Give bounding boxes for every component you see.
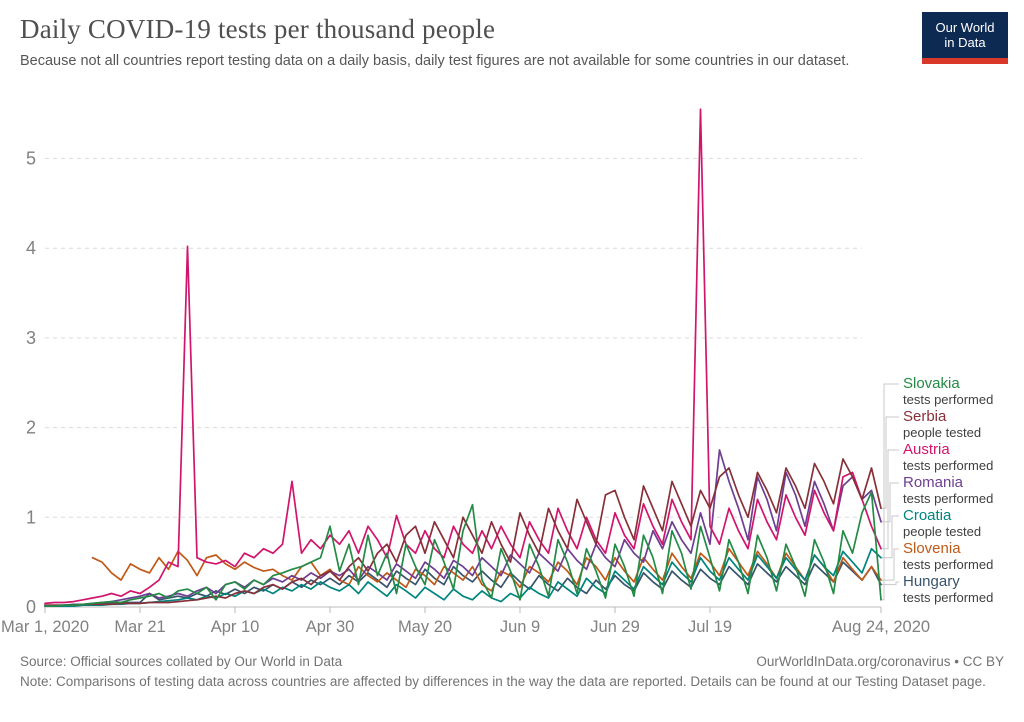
legend-metric-label: tests performed: [903, 458, 994, 473]
legend-connector-serbia: [881, 416, 899, 509]
legend-country-label: Austria: [903, 441, 950, 458]
legend-entry-slovenia[interactable]: Slovenia tests performed: [903, 541, 1021, 574]
y-tick-label: 2: [26, 418, 36, 438]
legend-country-label: Slovakia: [903, 375, 960, 392]
legend-metric-label: people tested: [903, 425, 982, 440]
x-tick-label: Jul 19: [688, 618, 732, 636]
series-line-serbia: [44, 458, 882, 607]
chart-legend: Slovakia tests performed Serbia people test…: [903, 376, 1021, 607]
legend-connector-austria: [881, 449, 899, 550]
legend-metric-label: tests performed: [903, 491, 994, 506]
x-tick-label: Jun 9: [500, 618, 540, 636]
legend-country-label: Slovenia: [903, 540, 961, 557]
note-text: Note: Comparisons of testing data across…: [20, 674, 986, 689]
legend-entry-slovakia[interactable]: Slovakia tests performed: [903, 376, 1021, 409]
x-tick-label: May 20: [398, 618, 452, 636]
legend-entry-serbia[interactable]: Serbia people tested: [903, 409, 1021, 442]
source-text: Source: Official sources collated by Our…: [20, 654, 343, 669]
chart-subtitle: Because not all countries report testing…: [20, 53, 850, 69]
x-tick-label: Mar 21: [114, 618, 165, 636]
page-title: Daily COVID-19 tests per thousand people: [20, 14, 496, 44]
x-tick-label: Apr 30: [306, 618, 355, 636]
legend-entry-austria[interactable]: Austria tests performed: [903, 442, 1021, 475]
attribution-text[interactable]: OurWorldInData.org/coronavirus • CC BY: [756, 654, 1004, 669]
y-tick-label: 5: [26, 149, 36, 169]
legend-metric-label: tests performed: [903, 590, 994, 605]
series-line-romania: [44, 449, 882, 607]
x-tick-label: Jun 29: [590, 618, 640, 636]
owid-logo-line1: Our World: [935, 20, 995, 35]
x-tick-label: Aug 24, 2020: [832, 618, 930, 636]
legend-connector-slovenia: [881, 548, 899, 581]
owid-logo[interactable]: Our World in Data: [922, 12, 1008, 64]
x-tick-label: Apr 10: [211, 618, 260, 636]
legend-metric-label: people tested: [903, 524, 982, 539]
chart-canvas: 0 1 2 3 4 5 Mar 1, 2020 Mar 21 Apr 10 Apr 30 May 2…: [1, 108, 930, 636]
legend-country-label: Romania: [903, 474, 964, 491]
legend-metric-label: tests performed: [903, 557, 994, 572]
legend-connector-croatia: [881, 515, 899, 559]
series-line-austria: [44, 108, 882, 605]
legend-connector-slovakia: [881, 383, 899, 601]
legend-connector-romania: [881, 482, 899, 523]
x-tick-label: Mar 1, 2020: [1, 618, 89, 636]
legend-connector-hungary: [881, 581, 899, 586]
series-line-slovakia: [44, 491, 882, 607]
y-tick-label: 3: [26, 328, 36, 348]
legend-metric-label: tests performed: [903, 392, 994, 407]
legend-entry-croatia[interactable]: Croatia people tested: [903, 508, 1021, 541]
legend-country-label: Croatia: [903, 507, 952, 524]
series-line-hungary: [44, 561, 882, 607]
owid-logo-line2: in Data: [944, 35, 986, 50]
y-tick-label: 1: [26, 507, 36, 527]
chart-footer: Source: Official sources collated by Our…: [20, 652, 1004, 691]
y-tick-label: 0: [26, 597, 36, 617]
legend-entry-hungary[interactable]: Hungary tests performed: [903, 574, 1021, 607]
y-tick-label: 4: [26, 238, 36, 258]
legend-country-label: Hungary: [903, 573, 960, 590]
legend-country-label: Serbia: [903, 408, 947, 425]
legend-entry-romania[interactable]: Romania tests performed: [903, 475, 1021, 508]
